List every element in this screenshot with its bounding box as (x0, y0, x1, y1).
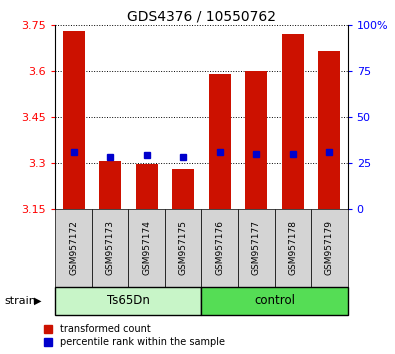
Bar (201, 287, 348, 315)
Bar (318, 51, 340, 209)
Bar (63, 31, 85, 209)
Bar (92, 209, 128, 287)
Legend: transformed count, percentile rank within the sample: transformed count, percentile rank withi… (44, 325, 225, 347)
Bar (238, 209, 275, 287)
Text: GSM957175: GSM957175 (179, 220, 188, 275)
Bar (311, 209, 348, 287)
Bar (136, 164, 158, 209)
Text: GSM957174: GSM957174 (142, 220, 151, 275)
Title: GDS4376 / 10550762: GDS4376 / 10550762 (127, 10, 276, 24)
Bar (201, 209, 238, 287)
Text: strain: strain (4, 296, 36, 306)
Text: GSM957177: GSM957177 (252, 220, 261, 275)
Bar (165, 209, 201, 287)
Bar (55, 287, 201, 315)
Text: ▶: ▶ (34, 296, 41, 306)
Bar (172, 169, 194, 209)
Bar (55, 209, 92, 287)
Text: Ts65Dn: Ts65Dn (107, 295, 150, 307)
Text: GSM957179: GSM957179 (325, 220, 334, 275)
Bar (99, 161, 121, 209)
Text: GSM957172: GSM957172 (69, 220, 78, 275)
Text: GSM957173: GSM957173 (105, 220, 115, 275)
Bar (245, 71, 267, 209)
Bar (282, 34, 304, 209)
Text: GSM957178: GSM957178 (288, 220, 297, 275)
Bar (275, 209, 311, 287)
Text: control: control (254, 295, 295, 307)
Bar (209, 74, 231, 209)
Text: GSM957176: GSM957176 (215, 220, 224, 275)
Bar (128, 209, 165, 287)
